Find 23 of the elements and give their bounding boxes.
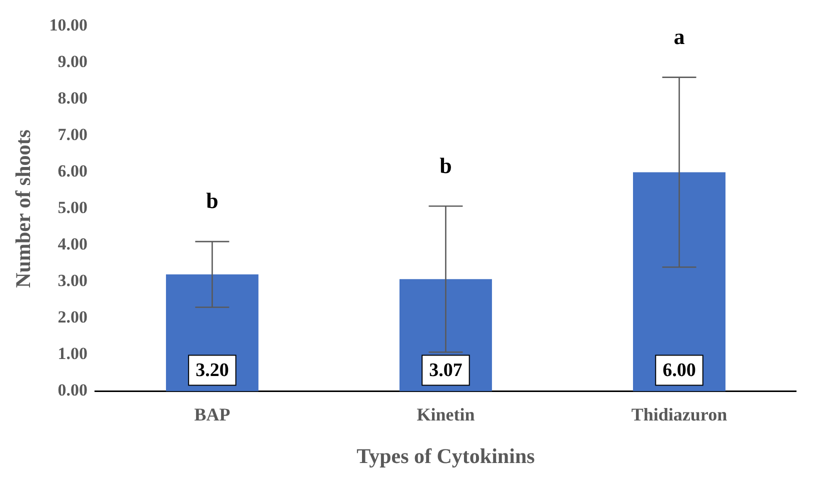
- y-tick-label: 6.00: [58, 162, 88, 181]
- x-tick-label: Thidiazuron: [631, 404, 728, 425]
- annotation: a: [674, 24, 685, 49]
- x-tick-label: Kinetin: [416, 404, 475, 425]
- x-tick-label: BAP: [194, 404, 230, 425]
- y-tick-label: 5.00: [58, 198, 88, 218]
- annotation: b: [440, 152, 452, 178]
- y-axis-title: Number of shoots: [11, 130, 36, 288]
- y-tick-label: 1.00: [58, 344, 88, 364]
- data-label: 6.00: [662, 360, 696, 382]
- y-tick-label: 10.00: [49, 16, 88, 35]
- bar: [633, 172, 726, 392]
- y-tick-label: 4.00: [58, 234, 88, 254]
- x-axis-title: Types of Cytokinins: [356, 444, 535, 468]
- y-tick-label: 8.00: [58, 88, 88, 108]
- y-tick-label: 7.00: [58, 125, 88, 144]
- y-tick-label: 3.00: [58, 271, 88, 290]
- annotation: b: [206, 188, 218, 214]
- y-tick-label: 9.00: [58, 52, 88, 72]
- y-tick-label: 0.00: [58, 380, 88, 400]
- y-tick-label: 2.00: [58, 308, 88, 327]
- data-label: 3.07: [429, 360, 463, 382]
- data-label: 3.20: [196, 360, 229, 382]
